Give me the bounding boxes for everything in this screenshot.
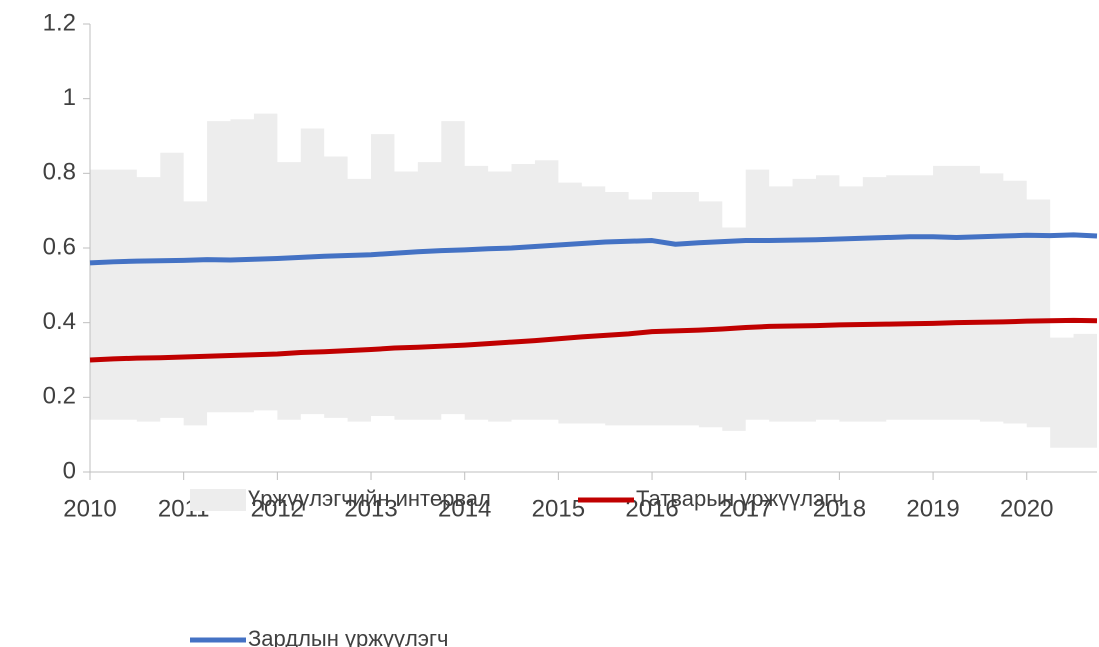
x-tick-label: 2012 (251, 495, 304, 522)
y-tick-label: 0.2 (43, 383, 76, 410)
x-tick-label: 2017 (719, 495, 772, 522)
series-line (89, 317, 1098, 363)
legend-swatch (190, 489, 246, 511)
x-tick-label: 2014 (438, 495, 491, 522)
y-tick-label: 0.8 (43, 159, 76, 186)
y-tick-label: 0.6 (43, 233, 76, 260)
series-line (89, 232, 1098, 266)
x-tick-label: 2019 (906, 495, 959, 522)
x-tick-label: 2010 (63, 495, 116, 522)
legend-label: Зардлын үржүүлэгч (248, 626, 449, 647)
x-tick-label: 2013 (344, 495, 397, 522)
legend-label: Үржүүлэгчийн интервал (248, 486, 491, 511)
x-tick-label: 2015 (532, 495, 585, 522)
y-tick-label: 1.2 (43, 9, 76, 36)
y-tick-label: 0.4 (43, 308, 76, 335)
y-tick-label: 1 (63, 84, 76, 111)
y-tick-label: 0 (63, 457, 76, 484)
x-tick-label: 2018 (813, 495, 866, 522)
interval-band (90, 113, 1097, 448)
x-tick-label: 2020 (1000, 495, 1053, 522)
x-tick-label: 2016 (625, 495, 678, 522)
legend-label: Татварын үржүүлэгч (636, 486, 844, 511)
